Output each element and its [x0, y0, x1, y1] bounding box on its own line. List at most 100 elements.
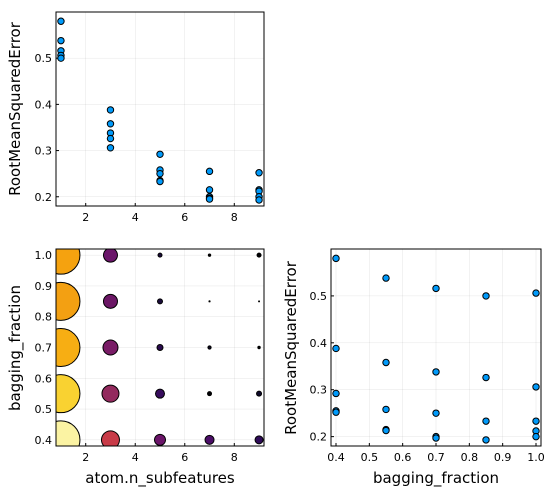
y-tick-label: 0.5: [35, 52, 53, 65]
x-tick-label: 0.9: [494, 451, 512, 464]
scatter-point: [432, 409, 440, 417]
bubble-point: [155, 388, 165, 399]
scatter-point: [106, 120, 115, 128]
x-tick-label: 4: [132, 211, 139, 224]
scatter-point: [532, 432, 540, 441]
scatter-point: [205, 167, 214, 176]
bubble-point: [102, 249, 118, 263]
y-tick-label: 0.2: [310, 431, 328, 444]
scatter-point: [532, 289, 540, 297]
x-tick-label: 0.4: [327, 451, 345, 464]
scatter-point: [332, 408, 340, 416]
x-tick-label: 0.7: [427, 451, 445, 464]
y-tick-label: 0.8: [35, 311, 53, 324]
scatter-point: [482, 373, 490, 382]
x-tick-label: 0.6: [394, 451, 412, 464]
bubble-point: [207, 253, 212, 257]
bubble-point: [207, 391, 213, 397]
bubble-point: [204, 434, 215, 445]
x-tick-label: 0.8: [461, 451, 479, 464]
grid: [56, 249, 264, 446]
y-tick-label: 0.5: [310, 290, 328, 303]
y-tick-label: 0.4: [35, 434, 53, 447]
plot-frame: [55, 11, 265, 207]
points: [57, 17, 263, 204]
scatter-point: [205, 195, 214, 203]
y-axis-label: bagging_fraction: [6, 285, 25, 411]
scatter-point: [532, 383, 540, 391]
bubble-point: [207, 345, 212, 350]
scatter-point: [57, 17, 65, 25]
bubble-point: [258, 300, 261, 303]
bubble-point: [56, 328, 81, 367]
plot-top_left: 2 4 6 8 0.2 0.3 0.4 0.5 RootMeanSquaredError: [6, 11, 265, 224]
scatter-point: [332, 254, 340, 263]
y-tick-label: 0.6: [35, 372, 53, 385]
bubble-point: [256, 252, 262, 258]
bubble-point: [254, 435, 264, 445]
x-tick-label: 4: [132, 451, 139, 464]
bubble-point: [56, 420, 81, 446]
y-tick-label: 1.0: [35, 249, 53, 262]
points: [332, 254, 540, 444]
scatter-point: [482, 292, 490, 300]
x-tick-label: 1.0: [527, 451, 545, 464]
bubble-point: [157, 298, 163, 305]
x-tick-label: 2: [82, 211, 89, 224]
scatter-point: [106, 144, 115, 152]
bubble-point: [208, 300, 211, 303]
x-axis-label: bagging_fraction: [373, 469, 499, 488]
scatter-point: [482, 417, 490, 425]
plot-frame: [330, 248, 542, 447]
bubble-point: [100, 430, 120, 446]
scatter-point: [482, 436, 490, 444]
y-axis-label: RootMeanSquaredError: [6, 21, 24, 196]
y-tick-label: 0.2: [35, 191, 53, 204]
y-tick-label: 0.9: [35, 280, 53, 293]
scatter-point: [432, 434, 440, 442]
y-tick-label: 0.5: [35, 403, 53, 416]
y-tick-label: 0.4: [35, 98, 53, 111]
bubble-point: [101, 384, 120, 403]
scatter-point: [106, 134, 115, 143]
y-axis-label: RootMeanSquaredError: [282, 260, 300, 435]
plot-frame: [55, 248, 265, 447]
bubble-point: [157, 252, 163, 258]
x-tick-label: 6: [181, 211, 188, 224]
scatter-point: [255, 196, 263, 204]
x-tick-label: 8: [231, 451, 238, 464]
bubble-point: [102, 293, 118, 309]
scatter-point: [57, 36, 65, 45]
scatter-point: [532, 417, 540, 425]
bubble-point: [56, 281, 81, 321]
x-tick-label: 8: [231, 211, 238, 224]
y-tick-label: 0.7: [35, 342, 53, 355]
x-tick-label: 2: [82, 451, 89, 464]
scatter-point: [432, 368, 440, 376]
plot-bottom_right: 0.4 0.5 0.6 0.7 0.8 0.9 1.0 0.2 0.3 0.4 0.5 bagging…: [282, 248, 545, 488]
plot-bottom_left: 2 4 6 8 0.4 0.5 0.6 0.7 0.8 0.9 1.0 atom.n_subfeatu…: [6, 248, 265, 488]
bubble-point: [156, 344, 164, 351]
y-tick-label: 0.4: [310, 337, 328, 350]
bubble-point: [256, 390, 263, 397]
scatter-point: [382, 426, 390, 435]
bubble-point: [154, 433, 166, 446]
bubble-point: [102, 339, 119, 356]
y-tick-label: 0.3: [35, 145, 53, 158]
x-tick-label: 0.5: [361, 451, 379, 464]
x-axis-label: atom.n_subfeatures: [85, 469, 235, 488]
scatter-point: [432, 284, 440, 293]
scatter-point: [382, 358, 390, 367]
scatter-point: [382, 274, 390, 282]
scatter-point: [106, 106, 115, 114]
y-tick-label: 0.3: [310, 384, 328, 397]
scatter-point: [382, 405, 390, 414]
scatter-point: [255, 169, 263, 177]
scatter-point: [156, 150, 164, 158]
scatter-point: [205, 186, 214, 194]
bubble-point: [56, 249, 81, 275]
x-tick-label: 6: [181, 451, 188, 464]
scatter-point: [57, 54, 65, 62]
bubble-point: [56, 374, 81, 414]
